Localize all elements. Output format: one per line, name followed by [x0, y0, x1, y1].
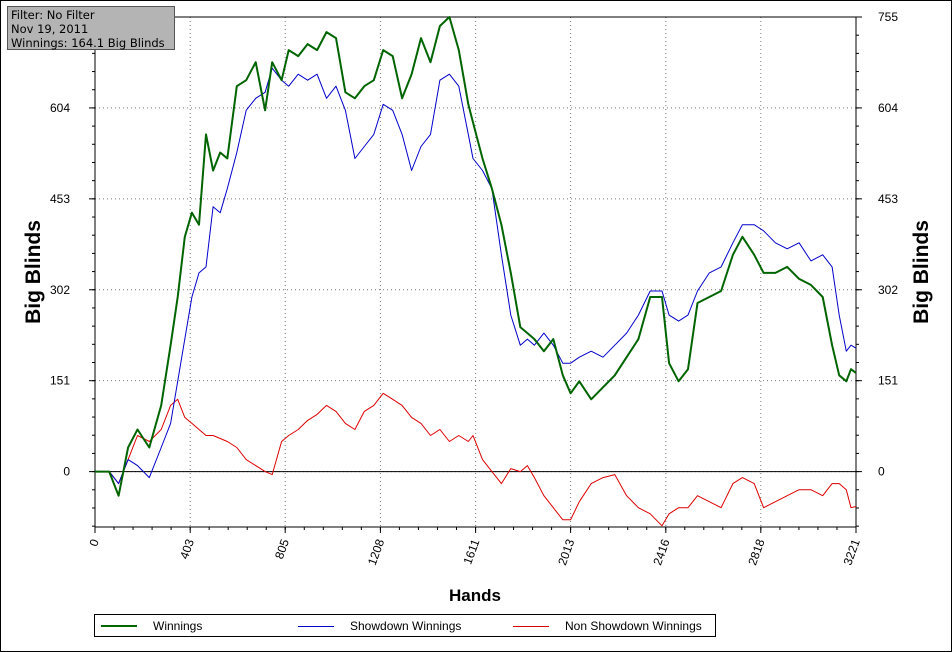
y-tick-label-right: 604 — [878, 101, 898, 115]
winnings-text: Winnings: 164.1 Big Blinds — [11, 36, 165, 50]
legend: Winnings Showdown Winnings Non Showdown … — [94, 614, 716, 637]
y-axis-title-right: Big Blinds — [910, 220, 933, 324]
info-box: Filter: No Filter Nov 19, 2011 Winnings:… — [7, 6, 175, 50]
y-tick-label-left: 151 — [50, 374, 70, 388]
x-tick-label: 1611 — [460, 537, 482, 566]
x-axis-title: Hands — [449, 586, 501, 605]
grid — [95, 17, 856, 527]
y-tick-label-left: 604 — [50, 101, 70, 115]
x-tick-label: 1208 — [365, 537, 387, 567]
legend-label-showdown: Showdown Winnings — [350, 619, 462, 633]
legend-item-showdown: Showdown Winnings — [298, 618, 461, 634]
legend-item-winnings: Winnings — [101, 618, 202, 634]
x-tick-label: 403 — [177, 537, 197, 561]
x-tick-label: 805 — [272, 537, 292, 561]
legend-swatch-winnings — [101, 625, 137, 627]
x-tick-label: 3221 — [841, 537, 863, 567]
legend-label-non-showdown: Non Showdown Winnings — [565, 619, 702, 633]
filter-text: Filter: No Filter — [11, 8, 95, 22]
x-tick-label: 0 — [86, 537, 102, 548]
y-tick-label-right: 755 — [878, 10, 898, 24]
series-line-non-showdown — [95, 392, 857, 527]
y-tick-label-right: 0 — [878, 465, 885, 479]
tick-labels: 0015115130230245345360460475575504038051… — [50, 10, 898, 567]
y-axis-title-left: Big Blinds — [22, 220, 45, 324]
y-tick-label-right: 302 — [878, 283, 898, 297]
y-tick-label-right: 151 — [878, 374, 898, 388]
y-tick-label-left: 453 — [50, 192, 70, 206]
y-tick-label-left: 302 — [50, 283, 70, 297]
legend-swatch-non-showdown — [513, 625, 549, 627]
x-tick-label: 2818 — [745, 537, 767, 567]
legend-swatch-showdown — [298, 625, 334, 627]
x-tick-label: 2416 — [650, 537, 672, 567]
series-line-winnings — [95, 16, 857, 497]
x-tick-label: 2013 — [555, 537, 577, 567]
y-tick-label-left: 0 — [63, 465, 70, 479]
date-text: Nov 19, 2011 — [11, 22, 89, 36]
axes — [89, 16, 862, 533]
series-line-showdown — [95, 67, 857, 485]
legend-label-winnings: Winnings — [153, 619, 203, 633]
series-lines — [94, 16, 857, 527]
legend-item-non-showdown: Non Showdown Winnings — [513, 618, 702, 634]
y-tick-label-right: 453 — [878, 192, 898, 206]
